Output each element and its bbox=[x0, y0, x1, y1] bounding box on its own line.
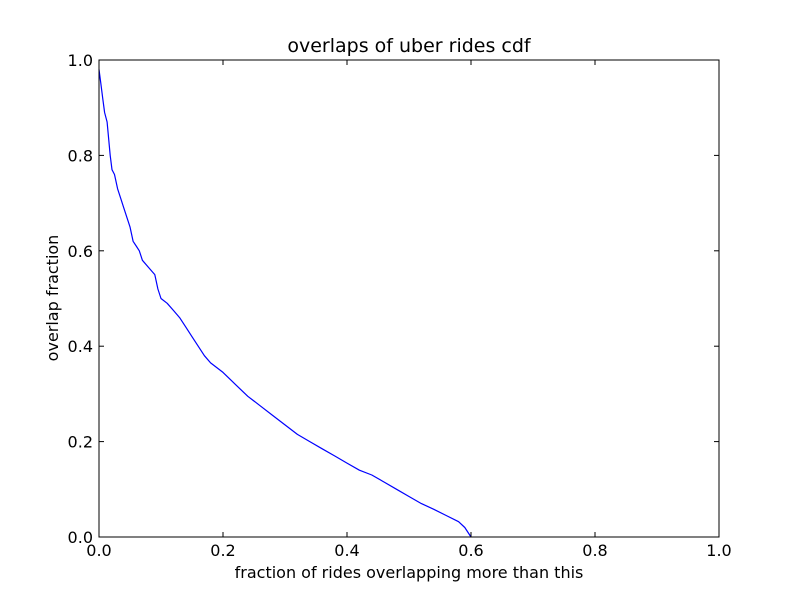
y-tick-label: 0.4 bbox=[68, 337, 93, 356]
x-tick-label: 0.6 bbox=[458, 541, 483, 560]
y-tick-label: 1.0 bbox=[68, 51, 93, 70]
plot-area: 0.0 0.2 0.4 0.6 0.8 1.0 0.0 0.2 0.4 0.6 0.8 1.0 bbox=[68, 51, 732, 560]
x-axis-label: fraction of rides overlapping more than … bbox=[235, 563, 584, 582]
y-tick-label: 0.8 bbox=[68, 146, 93, 165]
y-tick-label: 0.6 bbox=[68, 242, 93, 261]
y-axis-label: overlap fraction bbox=[43, 235, 62, 362]
x-tick-label: 0.8 bbox=[582, 541, 607, 560]
x-tick-label: 0.0 bbox=[86, 541, 111, 560]
chart-title: overlaps of uber rides cdf bbox=[287, 35, 532, 57]
plot-frame bbox=[98, 59, 720, 538]
y-tick-label: 0.2 bbox=[68, 433, 93, 452]
x-tick-label: 0.2 bbox=[210, 541, 235, 560]
series-line-0 bbox=[98, 69, 472, 538]
x-tick-label: 0.4 bbox=[334, 541, 359, 560]
x-tick-label: 1.0 bbox=[706, 541, 731, 560]
y-tick-label: 0.0 bbox=[68, 528, 93, 547]
